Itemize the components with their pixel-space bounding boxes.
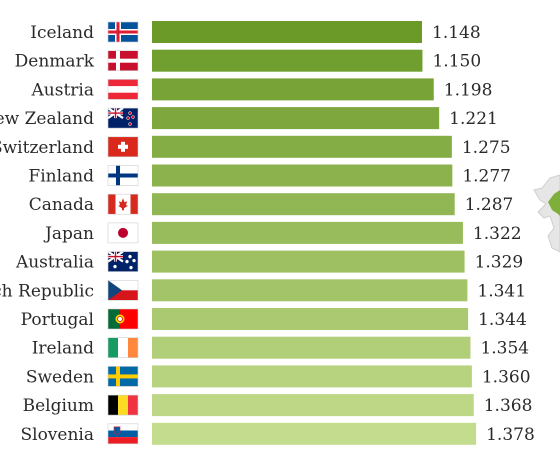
value-label: 1.368 [484,396,533,416]
australia-flag-icon [107,250,139,272]
bar [152,422,477,445]
chart-row: Japan 1.322 [43,221,522,244]
value-label: 1.150 [432,52,481,72]
category-label: Sweden [26,367,94,387]
bar [152,308,469,330]
bar [152,21,422,43]
category-label: Czech Republic [0,281,94,301]
bar [152,49,423,72]
chart-row: Austria 1.198 [31,78,493,101]
value-label: 1.341 [477,281,526,301]
finland-flag-icon [107,165,139,186]
iceland-flag-icon [107,21,139,43]
chart-row: Czech Republic 1.341 [0,279,526,302]
bar [152,135,452,158]
category-label: Japan [43,224,94,244]
bar [152,107,440,130]
bar [152,394,474,417]
value-label: 1.277 [462,167,511,187]
chart-row: Finland 1.277 [28,164,511,187]
bar [152,250,465,273]
category-label: Ireland [32,339,94,359]
slovenia-flag-icon [107,423,139,445]
denmark-flag-icon [107,50,139,72]
austria-flag-icon [107,79,139,100]
portugal-flag-icon [107,308,139,330]
chart-row: New Zealand 1.221 [0,107,498,130]
value-label: 1.360 [482,367,531,387]
chart-row: Australia 1.329 [15,250,524,273]
chart-row: Portugal 1.344 [21,308,527,330]
category-label: Finland [28,167,94,187]
chart-row: Slovenia 1.378 [20,422,535,445]
category-label: New Zealand [0,109,94,129]
chart-row: Switzerland 1.275 [0,135,511,158]
category-label: Denmark [15,52,95,72]
value-label: 1.329 [475,253,524,273]
chart-row: Belgium 1.368 [23,394,533,417]
chart-row: Ireland 1.354 [32,336,529,359]
value-label: 1.378 [486,425,535,445]
bar [152,78,434,101]
chart-rows: Iceland 1.148 Denmark 1.150 Austria 1.198 New … [0,21,535,445]
value-label: 1.148 [432,23,481,43]
bar [152,365,472,388]
bar [152,279,468,302]
value-label: 1.354 [480,339,529,359]
value-label: 1.198 [444,80,493,100]
value-label: 1.275 [462,138,511,158]
sweden-flag-icon [107,366,139,387]
category-label: Slovenia [20,425,94,445]
value-label: 1.344 [478,310,527,330]
chart-row: Canada 1.287 [29,193,514,216]
japan-flag-icon [107,222,139,244]
chart-row: Sweden 1.360 [26,365,531,388]
ireland-flag-icon [107,337,139,359]
canada-flag-icon [107,193,139,215]
value-label: 1.221 [449,109,498,129]
belgium-flag-icon [107,394,139,416]
category-label: Belgium [23,396,94,416]
category-label: Switzerland [0,138,94,158]
new-zealand-flag-icon [107,107,139,129]
category-label: Australia [15,253,94,273]
category-label: Iceland [30,23,94,43]
bar [152,336,471,359]
chart-row: Denmark 1.150 [15,49,481,72]
category-label: Canada [29,195,94,215]
chart-row: Iceland 1.148 [30,21,481,43]
value-label: 1.322 [473,224,522,244]
bar [152,221,463,244]
value-label: 1.287 [465,195,514,215]
bar [152,164,453,187]
map-fragment-decoration [533,174,560,253]
czech-republic-flag-icon [107,279,139,301]
switzerland-flag-icon [107,136,139,158]
bar [152,193,455,216]
category-label: Austria [31,80,94,100]
category-label: Portugal [21,310,94,330]
